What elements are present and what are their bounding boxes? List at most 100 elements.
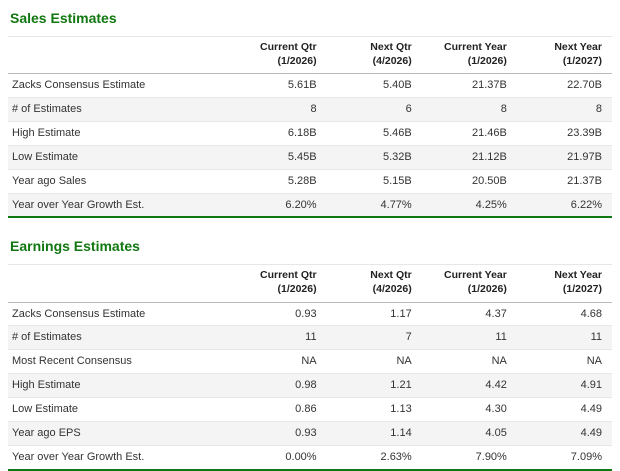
cell-value: 6.22% xyxy=(516,193,612,219)
column-header-period: (1/2026) xyxy=(277,282,317,295)
table-row: Low Estimate 5.45B 5.32B 21.12B 21.97B xyxy=(8,145,612,170)
cell-value: 8 xyxy=(421,97,517,122)
cell-value: 1.17 xyxy=(326,302,422,327)
sales-estimates-section: Sales Estimates Current Qtr (1/2026) Nex… xyxy=(8,6,612,219)
cell-value: 5.32B xyxy=(326,145,422,170)
cell-value: 1.14 xyxy=(326,421,422,446)
column-header-next-qtr: Next Qtr (4/2026) xyxy=(326,264,422,303)
table-row: Most Recent Consensus NA NA NA NA xyxy=(8,349,612,375)
column-header-current-qtr: Current Qtr (1/2026) xyxy=(231,264,327,303)
column-header-next-year: Next Year (1/2027) xyxy=(516,264,612,303)
row-label: Zacks Consensus Estimate xyxy=(8,73,232,99)
cell-value: 4.30 xyxy=(421,397,517,422)
cell-value: 20.50B xyxy=(421,169,517,194)
cell-value: 4.05 xyxy=(421,421,517,446)
cell-value: 7 xyxy=(326,325,422,351)
table-row: Zacks Consensus Estimate 0.93 1.17 4.37 … xyxy=(8,302,612,327)
cell-value: NA xyxy=(326,349,422,375)
column-header-period: (1/2026) xyxy=(467,54,507,67)
cell-value: 4.42 xyxy=(421,373,517,398)
table-row: Year over Year Growth Est. 0.00% 2.63% 7… xyxy=(8,445,612,471)
cell-value: 0.98 xyxy=(231,373,327,398)
cell-value: 4.68 xyxy=(516,302,612,327)
cell-value: 4.91 xyxy=(516,373,612,398)
earnings-estimates-title: Earnings Estimates xyxy=(10,238,140,255)
cell-value: 5.28B xyxy=(231,169,327,194)
column-header-label: Next Year xyxy=(554,41,602,53)
earnings-estimates-table: Current Qtr (1/2026) Next Qtr (4/2026) C… xyxy=(8,264,612,471)
table-row: High Estimate 0.98 1.21 4.42 4.91 xyxy=(8,373,612,398)
cell-value: 21.37B xyxy=(516,169,612,194)
row-label: Year over Year Growth Est. xyxy=(8,193,232,219)
column-header-period: (4/2026) xyxy=(372,54,412,67)
cell-value: 11 xyxy=(231,325,327,351)
cell-value: 0.93 xyxy=(231,421,327,446)
row-label: # of Estimates xyxy=(8,97,232,122)
cell-value: 11 xyxy=(516,325,612,351)
column-header-label: Current Year xyxy=(444,269,507,282)
cell-value: NA xyxy=(231,349,327,375)
cell-value: 6.18B xyxy=(231,121,327,146)
cell-value: 7.90% xyxy=(421,445,517,471)
table-row: Year ago EPS 0.93 1.14 4.05 4.49 xyxy=(8,421,612,446)
column-header-label: Next Qtr xyxy=(370,41,412,53)
cell-value: 8 xyxy=(231,97,327,122)
cell-value: 21.97B xyxy=(516,145,612,170)
column-header-label: Next Year xyxy=(554,269,602,282)
cell-value: 5.61B xyxy=(231,73,327,99)
cell-value: 8 xyxy=(516,97,612,122)
row-label: High Estimate xyxy=(8,373,232,398)
column-header-label: Current Year xyxy=(444,41,507,53)
cell-value: 0.93 xyxy=(231,302,327,327)
column-header-current-qtr: Current Qtr (1/2026) xyxy=(231,35,327,75)
column-header-spacer xyxy=(8,264,232,303)
row-label: High Estimate xyxy=(8,121,232,146)
column-header-next-qtr: Next Qtr (4/2026) xyxy=(326,35,422,75)
sales-estimates-title: Sales Estimates xyxy=(10,10,117,26)
cell-value: 21.46B xyxy=(421,121,517,146)
table-row: Year over Year Growth Est. 6.20% 4.77% 4… xyxy=(8,193,612,219)
cell-value: 4.49 xyxy=(516,421,612,446)
table-row: High Estimate 6.18B 5.46B 21.46B 23.39B xyxy=(8,121,612,146)
column-header-period: (1/2027) xyxy=(562,282,602,295)
column-header-next-year: Next Year (1/2027) xyxy=(516,35,612,75)
cell-value: 6.20% xyxy=(231,193,327,219)
cell-value: 4.25% xyxy=(421,193,517,219)
column-header-period: (4/2026) xyxy=(372,282,412,295)
column-header-period: (1/2026) xyxy=(277,54,317,67)
row-label: # of Estimates xyxy=(8,325,232,351)
row-label: Year ago EPS xyxy=(8,421,232,446)
sales-header-row: Current Qtr (1/2026) Next Qtr (4/2026) C… xyxy=(8,35,612,75)
row-label: Most Recent Consensus xyxy=(8,349,232,375)
column-header-period: (1/2026) xyxy=(467,282,507,295)
row-label: Zacks Consensus Estimate xyxy=(8,302,232,327)
column-header-period: (1/2027) xyxy=(562,54,602,67)
cell-value: 4.37 xyxy=(421,302,517,327)
cell-value: 0.00% xyxy=(231,445,327,471)
cell-value: 11 xyxy=(421,325,517,351)
table-row: Year ago Sales 5.28B 5.15B 20.50B 21.37B xyxy=(8,169,612,194)
earnings-header-row: Current Qtr (1/2026) Next Qtr (4/2026) C… xyxy=(8,264,612,303)
cell-value: 1.21 xyxy=(326,373,422,398)
cell-value: NA xyxy=(516,349,612,375)
column-header-current-year: Current Year (1/2026) xyxy=(421,35,517,75)
column-header-label: Next Qtr xyxy=(370,269,412,282)
column-header-current-year: Current Year (1/2026) xyxy=(421,264,517,303)
row-label: Low Estimate xyxy=(8,145,232,170)
column-header-label: Current Qtr xyxy=(260,269,317,282)
row-label: Year ago Sales xyxy=(8,169,232,194)
cell-value: 2.63% xyxy=(326,445,422,471)
cell-value: 23.39B xyxy=(516,121,612,146)
cell-value: 1.13 xyxy=(326,397,422,422)
cell-value: 22.70B xyxy=(516,73,612,99)
cell-value: NA xyxy=(421,349,517,375)
table-row: Zacks Consensus Estimate 5.61B 5.40B 21.… xyxy=(8,73,612,99)
column-header-label: Current Qtr xyxy=(260,41,317,53)
cell-value: 5.46B xyxy=(326,121,422,146)
cell-value: 0.86 xyxy=(231,397,327,422)
cell-value: 5.40B xyxy=(326,73,422,99)
table-row: Low Estimate 0.86 1.13 4.30 4.49 xyxy=(8,397,612,422)
cell-value: 5.15B xyxy=(326,169,422,194)
cell-value: 21.37B xyxy=(421,73,517,99)
cell-value: 7.09% xyxy=(516,445,612,471)
